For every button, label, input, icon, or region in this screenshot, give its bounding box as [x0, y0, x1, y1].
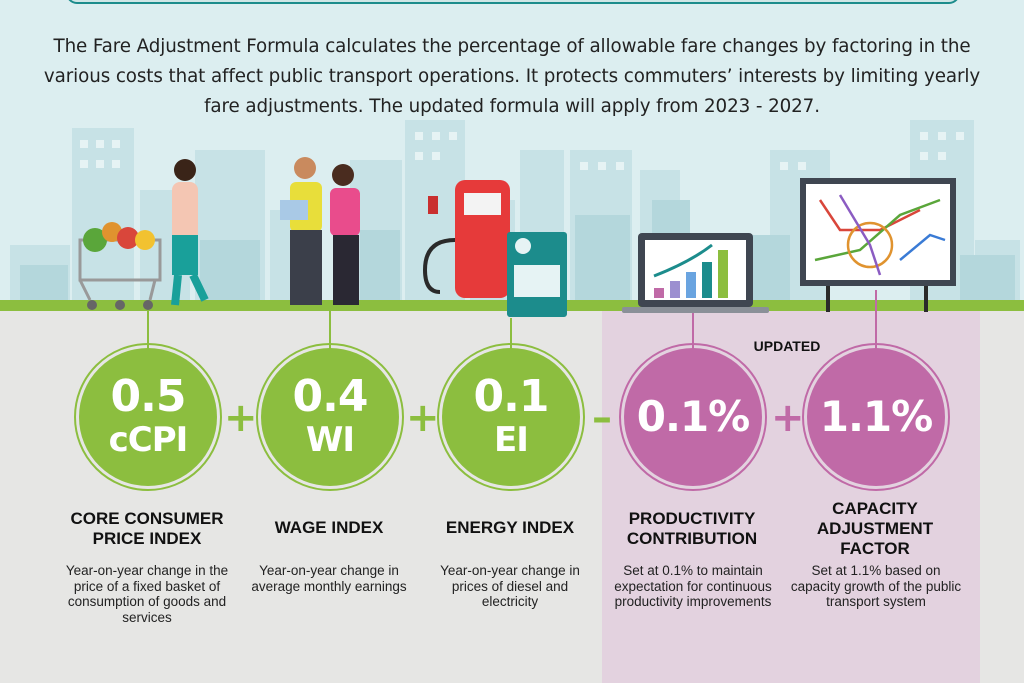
- updated-label: UPDATED: [753, 338, 821, 354]
- plus-operator: +: [224, 395, 258, 441]
- intro-paragraph: The Fare Adjustment Formula calculates t…: [43, 36, 981, 117]
- connector-line: [329, 310, 331, 352]
- capacity-title: CAPACITY ADJUSTMENT FACTOR: [816, 499, 934, 558]
- productivity-value: 0.1%: [636, 392, 750, 441]
- capacity-circle: 1.1%: [802, 343, 950, 491]
- wi-title: WAGE INDEX: [274, 518, 384, 537]
- ei-circle: 0.1 EI: [437, 343, 585, 491]
- ei-title: ENERGY INDEX: [445, 518, 575, 537]
- connector-line: [875, 290, 877, 352]
- ei-value: 0.1: [473, 371, 550, 422]
- ei-description: Year-on-year change in prices of diesel …: [440, 563, 580, 609]
- productivity-description: Set at 0.1% to maintain expectation for …: [614, 563, 772, 609]
- connector-line: [510, 318, 512, 352]
- minus-operator: –: [592, 395, 612, 441]
- connector-line: [147, 310, 149, 352]
- cpi-value: 0.5: [110, 371, 187, 422]
- plus-operator: +: [406, 395, 440, 441]
- wi-value: 0.4: [292, 371, 369, 422]
- productivity-circle: 0.1%: [619, 343, 767, 491]
- connector-line: [692, 313, 694, 352]
- shopping-cart-icon: [78, 159, 209, 310]
- transit-map-board-icon: [800, 178, 956, 312]
- cpi-circle: 0.5 cCPI: [74, 343, 222, 491]
- cpi-description: Year-on-year change in the price of a fi…: [65, 563, 229, 625]
- wi-circle: 0.4 WI: [256, 343, 404, 491]
- illustrations: [78, 157, 956, 317]
- workers-icon: [280, 157, 360, 305]
- cpi-title: CORE CONSUMER PRICE INDEX: [70, 509, 224, 548]
- laptop-chart-icon: [622, 233, 769, 313]
- fuel-pump-icon: [422, 180, 567, 317]
- capacity-description: Set at 1.1% based on capacity growth of …: [790, 563, 962, 609]
- cpi-abbr: cCPI: [108, 420, 189, 460]
- ei-abbr: EI: [494, 420, 529, 460]
- productivity-title: PRODUCTIVITY CONTRIBUTION: [626, 509, 758, 548]
- wi-abbr: WI: [305, 420, 355, 460]
- plus-operator: +: [771, 395, 805, 441]
- capacity-value: 1.1%: [819, 392, 933, 441]
- wi-description: Year-on-year change in average monthly e…: [251, 563, 407, 594]
